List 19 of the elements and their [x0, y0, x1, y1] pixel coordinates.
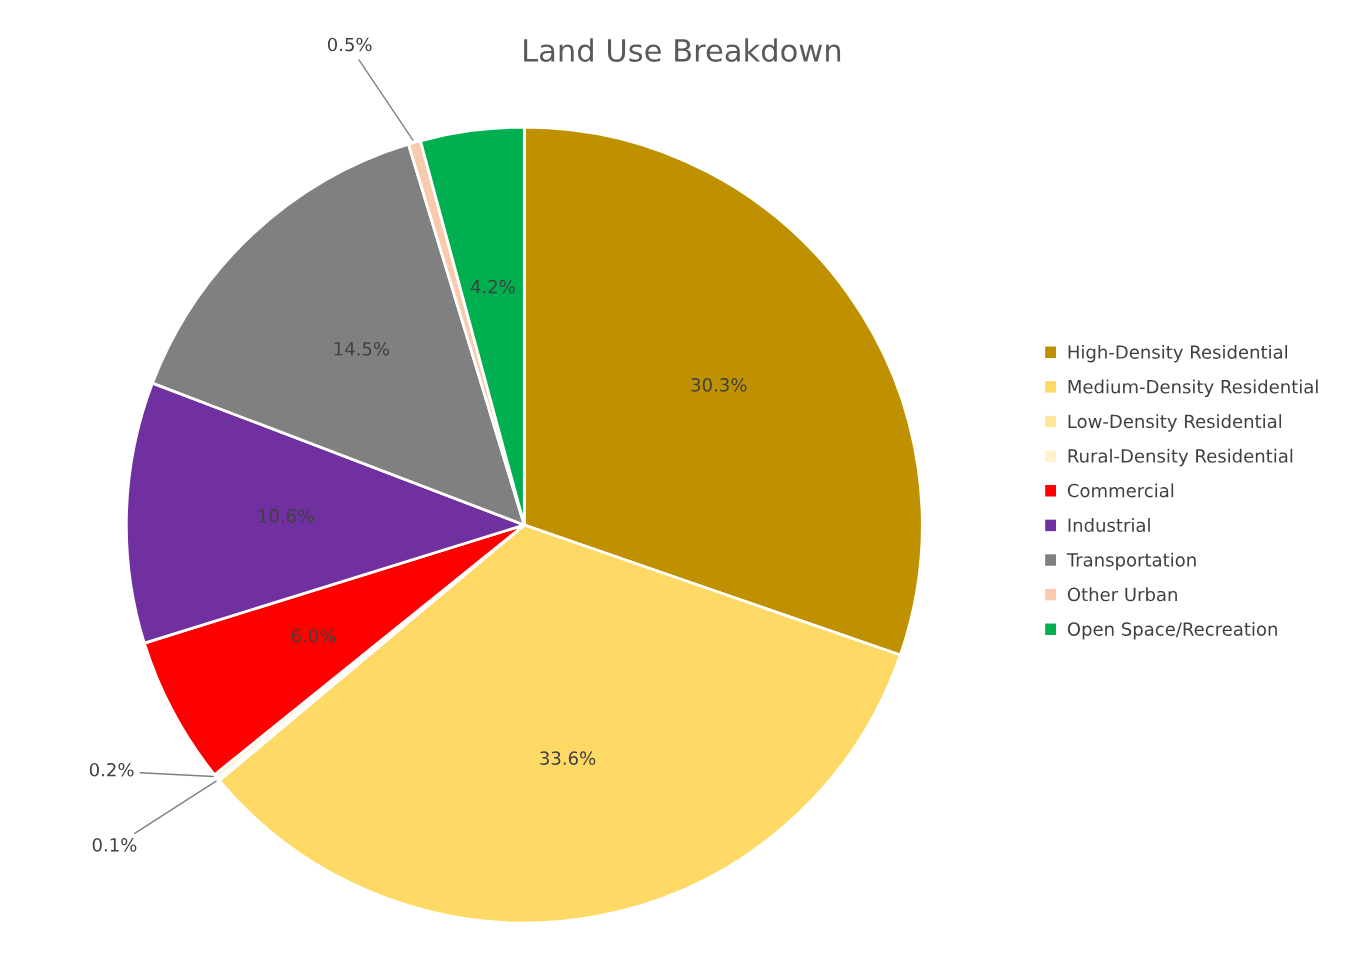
data-label: 4.2% [470, 279, 515, 294]
legend-label: Open Space/Recreation [1067, 621, 1277, 640]
legend-label: Commercial [1067, 483, 1174, 498]
legend-label: High-Density Residential [1068, 344, 1287, 363]
legend-label: Low-Density Residential [1068, 414, 1282, 432]
legend-label: Other Urban [1067, 587, 1177, 602]
legend-label: Transportation [1066, 552, 1196, 571]
data-label: 6.0% [291, 628, 336, 643]
data-label: 33.6% [540, 751, 596, 766]
data-label: 30.3% [691, 378, 747, 392]
data-label: 0.5% [327, 37, 372, 52]
chart-title: Land Use Breakdown [524, 38, 841, 62]
data-label: 0.1% [92, 838, 137, 852]
legend-label: Medium-Density Residential [1068, 379, 1318, 398]
legend-label: Rural-Density Residential [1068, 448, 1293, 467]
data-label: 14.5% [334, 341, 390, 356]
data-label: 0.2% [89, 762, 134, 777]
legend-label: Industrial [1068, 518, 1150, 533]
data-label: 10.6% [258, 509, 314, 523]
